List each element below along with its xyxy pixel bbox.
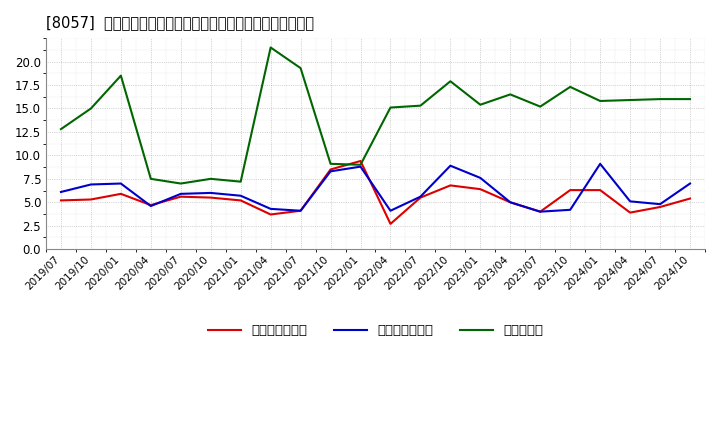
買入債務回転率 <box>536 209 544 214</box>
在庫回転率 <box>86 106 95 111</box>
Line: 売上債権回転率: 売上債権回転率 <box>61 161 690 224</box>
売上債権回転率 <box>266 212 275 217</box>
売上債権回転率 <box>57 198 66 203</box>
売上債権回転率 <box>476 187 485 192</box>
売上債権回転率 <box>626 210 634 215</box>
在庫回転率 <box>356 162 365 167</box>
在庫回転率 <box>685 96 694 102</box>
在庫回転率 <box>596 98 605 103</box>
買入債務回転率 <box>236 193 245 198</box>
在庫回転率 <box>57 126 66 132</box>
買入債務回転率 <box>506 200 515 205</box>
Legend: 売上債権回転率, 買入債務回転率, 在庫回転率: 売上債権回転率, 買入債務回転率, 在庫回転率 <box>202 319 549 343</box>
買入債務回転率 <box>57 189 66 194</box>
売上債権回転率 <box>416 195 425 200</box>
買入債務回転率 <box>596 161 605 166</box>
売上債権回転率 <box>446 183 455 188</box>
在庫回転率 <box>207 176 215 181</box>
売上債権回転率 <box>117 191 125 197</box>
買入債務回転率 <box>386 208 395 213</box>
Line: 買入債務回転率: 買入債務回転率 <box>61 164 690 212</box>
売上債権回転率 <box>176 194 185 199</box>
買入債務回転率 <box>476 175 485 180</box>
在庫回転率 <box>656 96 665 102</box>
買入債務回転率 <box>176 191 185 197</box>
売上債権回転率 <box>386 221 395 227</box>
在庫回転率 <box>176 181 185 186</box>
在庫回転率 <box>566 84 575 89</box>
在庫回転率 <box>117 73 125 78</box>
Line: 在庫回転率: 在庫回転率 <box>61 48 690 183</box>
買入債務回転率 <box>626 199 634 204</box>
買入債務回転率 <box>207 190 215 195</box>
買入債務回転率 <box>656 202 665 207</box>
買入債務回転率 <box>326 169 335 174</box>
売上債権回転率 <box>86 197 95 202</box>
買入債務回転率 <box>446 163 455 169</box>
Text: [8057]  売上債権回転率、買入債務回転率、在庫回転率の推移: [8057] 売上債権回転率、買入債務回転率、在庫回転率の推移 <box>46 15 314 30</box>
在庫回転率 <box>506 92 515 97</box>
在庫回転率 <box>146 176 155 181</box>
買入債務回転率 <box>297 208 305 213</box>
買入債務回転率 <box>685 181 694 186</box>
売上債権回転率 <box>356 158 365 164</box>
在庫回転率 <box>416 103 425 108</box>
在庫回転率 <box>326 161 335 166</box>
売上債権回転率 <box>146 202 155 208</box>
買入債務回転率 <box>356 164 365 169</box>
買入債務回転率 <box>416 194 425 199</box>
買入債務回転率 <box>117 181 125 186</box>
在庫回転率 <box>297 66 305 71</box>
在庫回転率 <box>386 105 395 110</box>
売上債権回転率 <box>685 196 694 201</box>
買入債務回転率 <box>566 207 575 213</box>
売上債権回転率 <box>656 204 665 209</box>
在庫回転率 <box>236 179 245 184</box>
売上債権回転率 <box>326 167 335 172</box>
売上債権回転率 <box>596 187 605 193</box>
売上債権回転率 <box>566 187 575 193</box>
買入債務回転率 <box>266 206 275 212</box>
在庫回転率 <box>536 104 544 109</box>
売上債権回転率 <box>506 200 515 205</box>
売上債権回転率 <box>297 208 305 213</box>
買入債務回転率 <box>146 203 155 209</box>
売上債権回転率 <box>207 195 215 200</box>
在庫回転率 <box>446 79 455 84</box>
売上債権回転率 <box>536 209 544 214</box>
在庫回転率 <box>266 45 275 50</box>
売上債権回転率 <box>236 198 245 203</box>
在庫回転率 <box>476 102 485 107</box>
在庫回転率 <box>626 97 634 103</box>
買入債務回転率 <box>86 182 95 187</box>
